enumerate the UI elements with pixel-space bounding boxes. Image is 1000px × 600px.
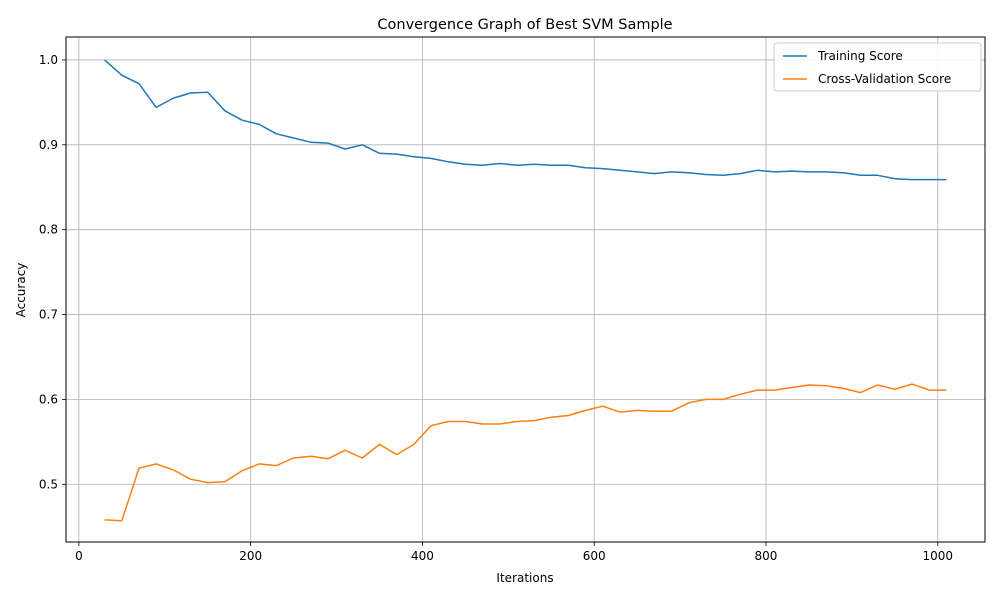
- y-tick-label: 1.0: [39, 53, 58, 67]
- legend: Training Score Cross-Validation Score: [773, 42, 982, 92]
- y-tick-label: 0.7: [39, 308, 58, 322]
- series-lines: [104, 59, 947, 522]
- x-tick-label: 600: [583, 549, 606, 563]
- legend-box: [773, 42, 982, 92]
- x-tick-label: 200: [239, 549, 262, 563]
- grid: [66, 37, 985, 542]
- plot-frame: [65, 36, 986, 543]
- y-tick-label: 0.8: [39, 223, 58, 237]
- x-tick-label: 400: [411, 549, 434, 563]
- legend-label-training: Training Score: [817, 49, 903, 63]
- legend-label-cross-validation: Cross-Validation Score: [818, 72, 951, 86]
- x-tick-label: 0: [75, 549, 83, 563]
- training-score-line: [104, 59, 947, 181]
- x-tick-label: 800: [755, 549, 778, 563]
- x-axis-label: Iterations: [496, 571, 553, 585]
- cross-validation-score-line: [104, 383, 947, 522]
- y-tick-label: 0.9: [39, 138, 58, 152]
- y-tick-label: 0.6: [39, 392, 58, 406]
- y-axis-label: Accuracy: [14, 263, 28, 318]
- chart-title: Convergence Graph of Best SVM Sample: [377, 17, 672, 33]
- x-tick-label: 1000: [922, 549, 953, 563]
- y-axis-ticks: 0.5 0.6 0.7 0.8 0.9 1.0: [39, 53, 66, 491]
- y-tick-label: 0.5: [39, 477, 58, 491]
- x-axis-ticks: 0 200 400 600 800 1000: [75, 542, 953, 563]
